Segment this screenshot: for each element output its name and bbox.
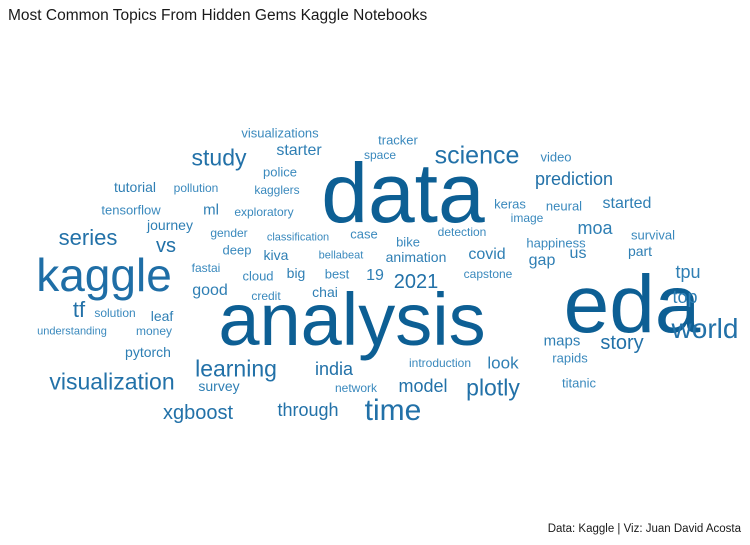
word-analysis: analysis [218, 278, 486, 361]
word-india: india [314, 359, 354, 379]
word-good: good [192, 282, 228, 299]
word-plotly: plotly [466, 374, 520, 401]
word-network: network [334, 381, 378, 395]
word-exploratory: exploratory [234, 205, 294, 219]
word-through: through [277, 400, 339, 420]
word-chai: chai [312, 284, 338, 300]
word-keras: keras [494, 196, 526, 212]
word-look: look [487, 353, 519, 373]
word-leaf: leaf [150, 308, 174, 324]
word-starter: starter [276, 142, 322, 159]
word-neural: neural [545, 198, 583, 214]
word-tensorflow: tensorflow [101, 202, 161, 218]
word-world: world [671, 313, 739, 344]
word-xgboost: xgboost [162, 402, 234, 424]
word-moa: moa [577, 218, 613, 238]
word-eda: eda [563, 259, 701, 350]
word-capstone: capstone [463, 267, 513, 281]
word-bike: bike [396, 234, 420, 250]
word-solution: solution [94, 306, 136, 320]
word-ml: ml [203, 201, 219, 219]
word-animation: animation [385, 249, 447, 265]
word-kagglers: kagglers [254, 183, 300, 197]
word-visualizations: visualizations [241, 125, 319, 141]
word-image: image [510, 211, 544, 225]
word-study: study [191, 144, 247, 171]
word-visualization: visualization [49, 368, 175, 395]
word-series: series [58, 225, 118, 250]
word-deep: deep [222, 242, 252, 258]
word-tf: tf [72, 297, 86, 322]
word-covid: covid [468, 246, 506, 263]
word-kiva: kiva [263, 247, 289, 263]
word-happiness: happiness [526, 235, 586, 251]
word-cloud: cloud [242, 268, 274, 284]
word-introduction: introduction [408, 356, 472, 370]
word-tracker: tracker [378, 132, 418, 148]
word-top: top [672, 287, 698, 307]
word-money: money [135, 324, 173, 338]
word-data: data [321, 146, 485, 240]
word-prediction: prediction [534, 169, 614, 189]
word-rapids: rapids [552, 350, 588, 366]
word-tutorial: tutorial [113, 179, 157, 195]
word-story: story [600, 332, 644, 354]
word-police: police [263, 164, 297, 180]
word-us: us [569, 245, 587, 262]
chart-caption: Data: Kaggle | Viz: Juan David Acosta [547, 523, 741, 535]
word-started: started [602, 195, 652, 212]
word-learning: learning [195, 355, 277, 382]
word-19: 19 [366, 267, 384, 284]
word-classification: classification [266, 231, 330, 244]
word-case: case [350, 226, 378, 242]
word-maps: maps [543, 332, 581, 350]
word-video: video [540, 149, 572, 165]
word-journey: journey [147, 217, 193, 233]
word-tpu: tpu [675, 262, 701, 282]
word-pollution: pollution [173, 181, 219, 195]
word-big: big [286, 265, 306, 281]
word-survival: survival [630, 227, 676, 243]
word-understanding: understanding [37, 325, 107, 338]
word-bellabeat: bellabeat [318, 249, 364, 262]
word-time: time [364, 394, 422, 427]
word-survey: survey [198, 378, 240, 394]
word-detection: detection [437, 225, 487, 239]
word-best: best [324, 266, 350, 282]
chart-title: Most Common Topics From Hidden Gems Kagg… [8, 7, 428, 24]
word-science: science [434, 141, 520, 170]
word-gap: gap [528, 252, 556, 269]
word-titanic: titanic [562, 375, 596, 391]
word-fastai: fastai [191, 261, 221, 275]
word-vs: vs [156, 235, 176, 257]
word-credit: credit [251, 289, 281, 303]
word-model: model [398, 376, 448, 396]
word-space: space [363, 148, 397, 162]
word-part: part [627, 243, 653, 259]
word-gender: gender [210, 226, 248, 240]
word-kaggle: kaggle [36, 249, 172, 301]
word-pytorch: pytorch [125, 344, 171, 360]
word-2021: 2021 [393, 271, 439, 293]
